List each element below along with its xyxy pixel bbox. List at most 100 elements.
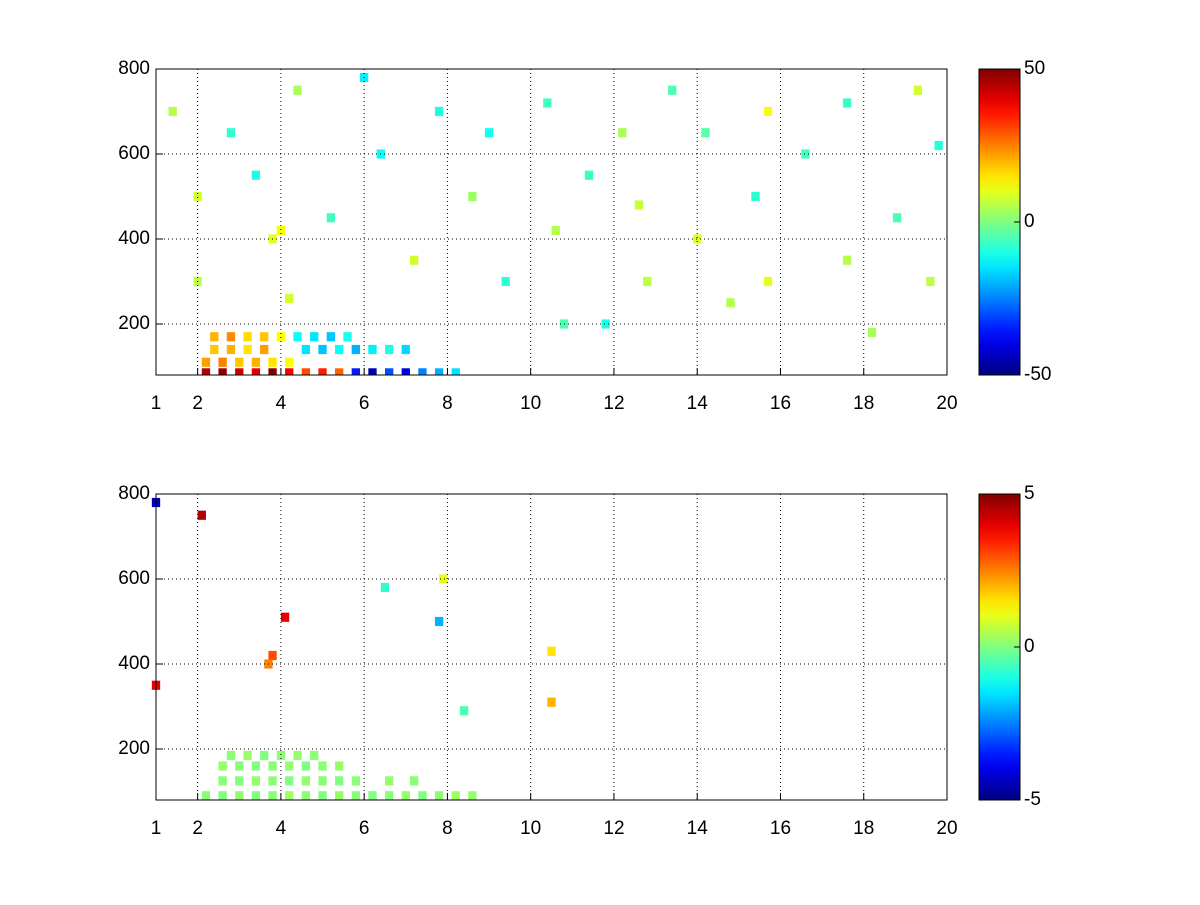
y-tick-label: 200 <box>118 738 150 759</box>
heatmap-cell <box>218 761 227 771</box>
heatmap-cell <box>201 357 211 367</box>
x-tick-label: 2 <box>192 818 203 839</box>
heatmap-cell <box>351 791 360 800</box>
heatmap-cell <box>293 750 302 760</box>
heatmap-cell <box>913 85 923 95</box>
x-tick-label: 2 <box>192 393 203 414</box>
heatmap-cell <box>218 357 227 367</box>
heatmap-cell <box>318 776 327 786</box>
heatmap-cell <box>168 106 177 117</box>
x-tick-label: 6 <box>359 393 370 414</box>
heatmap-cell <box>547 697 556 707</box>
heatmap-cell <box>218 776 227 786</box>
y-tick-label: 800 <box>118 483 150 504</box>
heatmap-cell <box>693 234 702 244</box>
heatmap-cell <box>401 791 410 800</box>
heatmap-cell <box>235 357 244 367</box>
heatmap-cell <box>235 761 244 771</box>
colorbar-tick-label: 50 <box>1024 58 1045 79</box>
heatmap-cell <box>235 791 244 800</box>
heatmap-cell <box>251 791 261 800</box>
heatmap-cell <box>801 149 810 159</box>
x-tick-label: 14 <box>687 393 709 414</box>
y-tick-label: 400 <box>118 228 150 249</box>
heatmap-cell <box>343 332 352 342</box>
heatmap-cell <box>842 255 852 265</box>
heatmap-cell <box>226 750 236 760</box>
heatmap-cell <box>751 191 760 202</box>
heatmap-cell <box>643 276 652 287</box>
heatmap-cell <box>380 582 390 593</box>
colorbar-tick-label: -5 <box>1024 789 1041 810</box>
heatmap-cell <box>268 761 277 771</box>
heatmap-cell <box>268 776 277 786</box>
heatmap-cell <box>763 276 773 287</box>
heatmap-cell <box>351 776 360 786</box>
heatmap-cell <box>434 368 444 375</box>
x-tick-label: 6 <box>359 818 370 839</box>
heatmap-cell <box>301 344 311 355</box>
heatmap-cell <box>926 276 935 287</box>
heatmap-cell <box>197 510 206 520</box>
heatmap-cell <box>210 344 219 355</box>
x-tick-label: 4 <box>276 818 287 839</box>
heatmap-cell <box>280 612 290 622</box>
heatmap-cell <box>293 85 302 95</box>
heatmap-cell <box>318 344 327 355</box>
heatmap-cell <box>235 776 244 786</box>
x-tick-label: 8 <box>442 818 453 839</box>
heatmap-cell <box>201 791 211 800</box>
heatmap-cell <box>260 332 269 342</box>
heatmap-cell <box>547 646 556 656</box>
x-tick-label: 10 <box>520 818 541 839</box>
heatmap-cell <box>218 368 227 375</box>
heatmap-cell <box>934 140 943 151</box>
heatmap-cell <box>285 293 294 304</box>
heatmap-cell <box>584 170 594 180</box>
heatmap-cell <box>418 368 427 375</box>
heatmap-cell <box>243 750 252 760</box>
x-tick-label: 1 <box>151 818 162 839</box>
heatmap-cell <box>409 255 419 265</box>
axes-frame <box>155 68 948 376</box>
heatmap-cell <box>226 128 236 138</box>
heatmap-cell <box>368 791 377 800</box>
heatmap-cell <box>293 332 302 342</box>
x-tick-label: 18 <box>853 393 874 414</box>
heatmap-cell <box>842 98 852 108</box>
heatmap-cell <box>543 98 552 108</box>
x-tick-label: 18 <box>853 818 874 839</box>
heatmap-cell <box>301 776 311 786</box>
axes-frame <box>155 493 948 801</box>
heatmap-cell <box>867 327 877 338</box>
heatmap-cell <box>434 106 444 117</box>
heatmap-cell <box>763 106 773 117</box>
heatmap-cell <box>384 776 394 786</box>
heatmap-cell <box>318 791 327 800</box>
heatmap-cell <box>439 574 448 584</box>
colorbar <box>978 493 1021 801</box>
heatmap-cell <box>384 368 394 375</box>
heatmap-cell <box>301 368 311 375</box>
heatmap-cell <box>326 332 336 342</box>
heatmap-cell <box>276 750 286 760</box>
heatmap-cell <box>351 368 360 375</box>
y-tick-label: 200 <box>118 313 150 334</box>
heatmap-cell <box>276 225 286 236</box>
heatmap-cell <box>335 344 344 355</box>
heatmap-cell <box>335 791 344 800</box>
heatmap-cell <box>301 791 311 800</box>
heatmap-cell <box>351 344 360 355</box>
heatmap-cell <box>468 791 477 800</box>
heatmap-cell <box>335 368 344 375</box>
x-tick-label: 10 <box>520 393 541 414</box>
y-tick-label: 600 <box>118 143 150 164</box>
x-tick-label: 20 <box>936 393 957 414</box>
heatmap-cell <box>268 368 277 375</box>
x-tick-label: 4 <box>276 393 287 414</box>
heatmap-cell <box>335 761 344 771</box>
x-tick-label: 1 <box>151 393 162 414</box>
heatmap-cell <box>318 368 327 375</box>
heatmap-cell <box>484 128 494 138</box>
colorbar-tick-label: 0 <box>1024 211 1035 232</box>
